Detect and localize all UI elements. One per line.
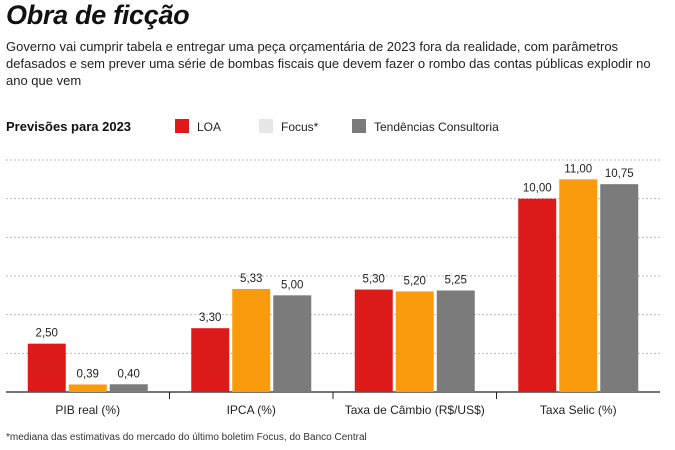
data-label: 2,50: [36, 328, 58, 340]
category-label: Taxa de Câmbio (R$/US$): [345, 403, 485, 417]
legend-item-focus: Focus*: [259, 119, 318, 134]
legend-label-loa: LOA: [197, 120, 222, 134]
data-label: 3,30: [199, 312, 221, 324]
data-label: 10,00: [523, 183, 552, 195]
data-label: 5,00: [281, 279, 303, 291]
bar-4-tend-ncias-consultoria: [600, 184, 639, 392]
data-label: 5,25: [445, 275, 467, 287]
legend-swatch-loa: [175, 119, 189, 133]
data-label: 5,20: [404, 275, 426, 287]
category-label: PIB real (%): [55, 403, 120, 417]
data-label: 0,40: [118, 368, 140, 380]
bar-1-loa: [27, 343, 66, 392]
data-label: 10,75: [605, 168, 634, 180]
category-label: Taxa Selic (%): [540, 403, 617, 417]
bar-2-loa: [191, 328, 230, 392]
bar-1-focus-: [68, 384, 107, 392]
bar-2-focus-: [232, 288, 271, 392]
bar-3-loa: [354, 289, 393, 392]
legend-item-loa: LOA: [175, 119, 221, 134]
section-heading: Previsões para 2023: [6, 119, 132, 134]
data-label: 11,00: [564, 163, 592, 175]
data-label: 0,39: [77, 368, 99, 380]
bar-3-focus-: [395, 291, 434, 392]
category-label: IPCA (%): [227, 403, 276, 417]
legend-label-tendencias: Tendências Consultoria: [374, 120, 499, 134]
legend-swatch-tendencias: [352, 119, 366, 133]
bar-1-tend-ncias-consultoria: [109, 384, 148, 392]
legend-label-focus: Focus*: [281, 120, 319, 134]
chart-title: Obra de ficção: [6, 0, 190, 30]
bar-3-tend-ncias-consultoria: [436, 290, 475, 392]
legend-swatch-focus: [259, 119, 273, 133]
data-label: 5,30: [363, 274, 385, 286]
data-label: 5,33: [240, 273, 262, 285]
chart-subtitle: Governo vai cumprir tabela e entregar um…: [6, 39, 651, 88]
bar-4-loa: [518, 198, 557, 392]
bar-4-focus-: [559, 179, 598, 392]
legend-item-tendencias: Tendências Consultoria: [352, 119, 499, 134]
footnote: *mediana das estimativas do mercado do ú…: [6, 432, 367, 443]
bar-2-tend-ncias-consultoria: [273, 295, 312, 392]
